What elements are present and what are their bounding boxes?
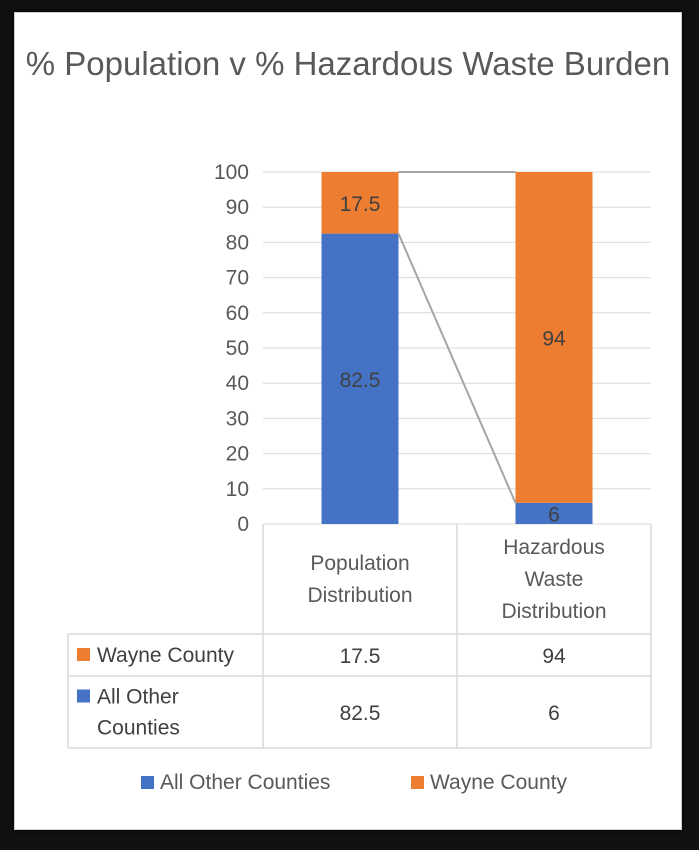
legend-label: Wayne County	[430, 771, 567, 794]
y-tick-label: 0	[237, 513, 249, 536]
legend-label: All Other Counties	[160, 771, 330, 794]
series-line	[397, 233, 517, 504]
table-legend-key	[77, 648, 90, 661]
bar-segment	[321, 172, 399, 234]
bar-segment	[321, 233, 399, 524]
legend-swatch	[141, 776, 154, 789]
table-row-label: Wayne County	[97, 644, 234, 667]
y-tick-label: 40	[226, 372, 249, 395]
chart-title: % Population v % Hazardous Waste Burden	[25, 45, 671, 82]
chart-frame: % Population v % Hazardous Waste Burden …	[14, 12, 682, 830]
bar-segment	[515, 172, 593, 503]
data-label: 94	[542, 327, 566, 350]
y-tick-label: 10	[226, 478, 249, 501]
y-tick-label: 20	[226, 443, 249, 466]
legend-swatch	[411, 776, 424, 789]
category-label: Population	[310, 552, 409, 575]
y-tick-label: 80	[226, 231, 249, 254]
y-tick-label: 100	[214, 161, 249, 184]
table-legend-key	[77, 689, 90, 703]
category-label: Distribution	[501, 600, 606, 623]
category-label: Hazardous	[503, 536, 605, 559]
data-label: 6	[548, 503, 560, 526]
table-cell-value: 94	[542, 645, 566, 668]
category-label: Distribution	[307, 584, 412, 607]
category-label: Waste	[525, 568, 584, 591]
y-tick-label: 60	[226, 302, 249, 325]
chart-plot: 0 10 20 30 40 50 60 70 80 90 100 82.5 17.5 6 94 Populat…	[67, 161, 652, 794]
data-label: 17.5	[340, 193, 381, 216]
table-cell-value: 6	[548, 702, 560, 725]
data-label: 82.5	[340, 369, 381, 392]
y-tick-label: 90	[226, 196, 249, 219]
y-tick-label: 50	[226, 337, 249, 360]
bar-segment	[515, 502, 593, 524]
y-tick-label: 70	[226, 267, 249, 290]
table-row-label: All Other	[97, 686, 179, 709]
table-cell-value: 17.5	[340, 645, 381, 668]
table-row-label: Counties	[97, 717, 180, 740]
table-cell-value: 82.5	[340, 702, 381, 725]
y-tick-label: 30	[226, 407, 249, 430]
